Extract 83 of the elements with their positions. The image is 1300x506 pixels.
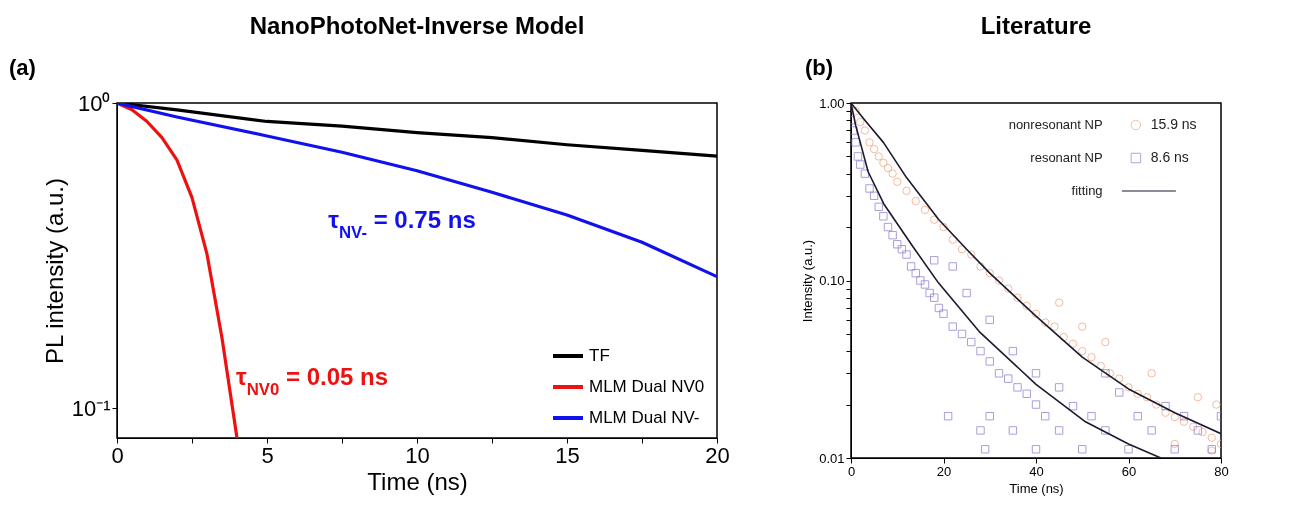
x-tick-label: 0: [111, 442, 124, 468]
point: [1013, 293, 1022, 302]
point: [911, 196, 920, 206]
point: [860, 126, 870, 135]
point: [1031, 309, 1041, 318]
legend-label: TF: [589, 346, 610, 365]
point: [1105, 369, 1115, 378]
text: (a): [9, 55, 36, 80]
x-tick-label: 20: [705, 442, 730, 468]
point: [1212, 400, 1221, 409]
y-tick-label: 1.00: [819, 95, 845, 111]
point: [1059, 332, 1068, 342]
point: [1096, 361, 1105, 371]
legend-label: MLM Dual NV-: [589, 408, 700, 427]
x-tick-label: 80: [1214, 463, 1229, 479]
text: (b): [805, 55, 834, 80]
point: [1170, 412, 1179, 422]
point: [1078, 346, 1087, 356]
point: [939, 222, 948, 232]
x-tick-label: 60: [1121, 463, 1137, 479]
y-tick-label: 10⁰: [78, 90, 111, 116]
point: [1152, 400, 1161, 409]
x-tick-label: 5: [261, 442, 274, 468]
point: [1115, 374, 1124, 383]
point: [869, 144, 879, 154]
point: [930, 215, 939, 224]
annotation: τ$_{NV0}$ = 0.05 ns: [236, 362, 389, 399]
point: [879, 158, 888, 168]
point: [1101, 337, 1110, 347]
chart-title: NanoPhotoNet-Inverse Model: [249, 12, 585, 39]
point: [902, 186, 911, 196]
point: [1189, 422, 1198, 431]
point: [1041, 318, 1050, 327]
point: [1004, 284, 1013, 293]
y-tick-label: 10⁻¹: [71, 395, 111, 421]
point: [874, 152, 883, 161]
point: [856, 117, 865, 127]
point: [1142, 393, 1152, 402]
y-tick-label: 0.10: [819, 273, 845, 288]
point: [976, 262, 985, 271]
x-tick-label: 0: [847, 463, 856, 479]
point: [1133, 389, 1142, 398]
point: [994, 276, 1004, 285]
y-axis-title: Intensity (a.u.): [800, 239, 816, 323]
annotation: 15.9 ns: [1150, 116, 1197, 132]
point: [1198, 427, 1207, 437]
point: [865, 138, 874, 147]
point: [883, 163, 893, 173]
point: [1087, 352, 1096, 362]
point: [1022, 301, 1031, 311]
point: [1170, 439, 1179, 449]
point: [1068, 339, 1078, 348]
line-series: [117, 103, 717, 279]
point: [1050, 322, 1059, 331]
legend-label: fitting: [1071, 183, 1103, 198]
x-tick-label: 10: [405, 442, 430, 468]
point: [1179, 417, 1189, 426]
chart-title: Literature: [980, 12, 1092, 39]
y-axis-title: PL intensity (a.u.): [40, 178, 68, 364]
legend-label: nonresonant NP: [1008, 117, 1103, 132]
point: [888, 169, 897, 178]
legend-label: resonant NP: [1030, 150, 1103, 165]
x-tick-label: 15: [555, 442, 580, 468]
point: [851, 106, 860, 116]
point: [948, 235, 957, 244]
point: [967, 250, 976, 259]
legend-label: MLM Dual NV0: [589, 377, 705, 396]
annotation: 8.6 ns: [1150, 149, 1189, 165]
x-axis-title: Time (ns): [367, 467, 468, 495]
y-tick-label: 0.01: [819, 450, 845, 466]
point: [920, 205, 930, 215]
point: [1124, 383, 1133, 392]
point: [1193, 393, 1203, 402]
x-tick-label: 20: [936, 463, 952, 479]
annotation: τ$_{NV-}$ = 0.75 ns: [328, 206, 476, 242]
x-tick-label: 40: [1029, 463, 1044, 479]
point: [1078, 322, 1087, 331]
point: [1147, 369, 1156, 378]
point: [1207, 433, 1216, 442]
x-axis-title: Time (ns): [1009, 480, 1064, 496]
point: [985, 268, 994, 278]
point: [1054, 298, 1064, 307]
point: [893, 177, 902, 186]
